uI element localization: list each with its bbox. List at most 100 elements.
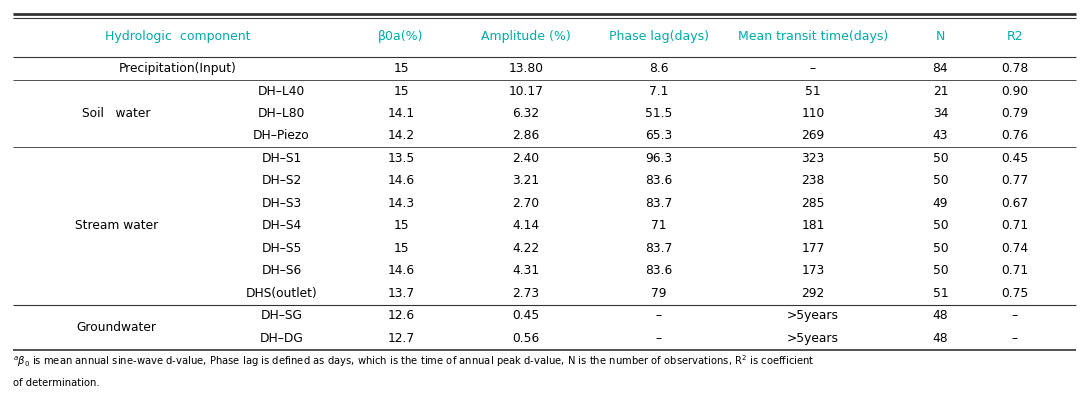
Text: 0.78: 0.78 (1001, 62, 1028, 75)
Text: 34: 34 (932, 107, 949, 120)
Text: 0.71: 0.71 (1001, 219, 1028, 232)
Text: 4.22: 4.22 (512, 242, 539, 255)
Text: 10.17: 10.17 (509, 85, 543, 98)
Text: –: – (810, 62, 816, 75)
Text: 43: 43 (932, 130, 949, 143)
Text: Soil   water: Soil water (83, 107, 151, 120)
Text: 12.6: 12.6 (388, 309, 415, 322)
Text: 0.79: 0.79 (1001, 107, 1028, 120)
Text: 96.3: 96.3 (645, 152, 672, 165)
Text: 0.67: 0.67 (1001, 197, 1028, 210)
Text: 323: 323 (802, 152, 824, 165)
Text: 83.7: 83.7 (645, 242, 672, 255)
Text: DH–S5: DH–S5 (261, 242, 302, 255)
Text: 4.14: 4.14 (512, 219, 539, 232)
Text: 2.40: 2.40 (512, 152, 539, 165)
Text: DHS(outlet): DHS(outlet) (245, 287, 317, 300)
Text: 50: 50 (932, 152, 949, 165)
Text: 84: 84 (932, 62, 949, 75)
Text: 238: 238 (802, 175, 824, 188)
Text: 51.5: 51.5 (645, 107, 672, 120)
Text: 0.56: 0.56 (512, 332, 539, 345)
Text: 8.6: 8.6 (649, 62, 669, 75)
Text: Mean transit time(days): Mean transit time(days) (737, 30, 888, 43)
Text: 51: 51 (805, 85, 821, 98)
Text: 50: 50 (932, 264, 949, 277)
Text: 14.3: 14.3 (388, 197, 415, 210)
Text: 3.21: 3.21 (512, 175, 539, 188)
Text: 0.71: 0.71 (1001, 264, 1028, 277)
Text: 83.7: 83.7 (645, 197, 672, 210)
Text: $^{a}$$\beta_0$ is mean annual sine-wave d-value, Phase lag is defined as days, : $^{a}$$\beta_0$ is mean annual sine-wave… (13, 354, 815, 369)
Text: 7.1: 7.1 (649, 85, 669, 98)
Text: DH–S1: DH–S1 (261, 152, 302, 165)
Text: 0.74: 0.74 (1001, 242, 1028, 255)
Text: 48: 48 (932, 309, 949, 322)
Text: DH–S3: DH–S3 (261, 197, 302, 210)
Text: DH–S6: DH–S6 (261, 264, 302, 277)
Text: 13.7: 13.7 (388, 287, 415, 300)
Text: R2: R2 (1006, 30, 1024, 43)
Text: 0.75: 0.75 (1001, 287, 1028, 300)
Text: 21: 21 (932, 85, 949, 98)
Text: 0.45: 0.45 (1001, 152, 1028, 165)
Text: β0a(%): β0a(%) (378, 30, 424, 43)
Text: 269: 269 (802, 130, 824, 143)
Text: 14.6: 14.6 (388, 175, 415, 188)
Text: 50: 50 (932, 242, 949, 255)
Text: 0.90: 0.90 (1001, 85, 1028, 98)
Text: 0.77: 0.77 (1001, 175, 1028, 188)
Text: DH–SG: DH–SG (260, 309, 303, 322)
Text: of determination.: of determination. (13, 378, 100, 388)
Text: 71: 71 (651, 219, 666, 232)
Text: Groundwater: Groundwater (76, 321, 157, 334)
Text: –: – (656, 309, 662, 322)
Text: 173: 173 (802, 264, 824, 277)
Text: 110: 110 (802, 107, 824, 120)
Text: >5years: >5years (787, 309, 839, 322)
Text: DH–S2: DH–S2 (261, 175, 302, 188)
Text: 15: 15 (393, 85, 408, 98)
Text: 83.6: 83.6 (645, 264, 672, 277)
Text: 2.70: 2.70 (512, 197, 539, 210)
Text: 13.5: 13.5 (388, 152, 415, 165)
Text: 50: 50 (932, 219, 949, 232)
Text: Amplitude (%): Amplitude (%) (481, 30, 571, 43)
Text: 49: 49 (932, 197, 949, 210)
Text: 15: 15 (393, 242, 408, 255)
Text: –: – (1012, 332, 1018, 345)
Text: DH–Piezo: DH–Piezo (253, 130, 309, 143)
Text: 83.6: 83.6 (645, 175, 672, 188)
Text: 50: 50 (932, 175, 949, 188)
Text: 48: 48 (932, 332, 949, 345)
Text: >5years: >5years (787, 332, 839, 345)
Text: 0.76: 0.76 (1001, 130, 1028, 143)
Text: 0.45: 0.45 (512, 309, 539, 322)
Text: Precipitation(Input): Precipitation(Input) (119, 62, 236, 75)
Text: 2.86: 2.86 (512, 130, 539, 143)
Text: 14.6: 14.6 (388, 264, 415, 277)
Text: N: N (935, 30, 945, 43)
Text: 15: 15 (393, 62, 408, 75)
Text: 181: 181 (802, 219, 824, 232)
Text: 4.31: 4.31 (512, 264, 539, 277)
Text: 13.80: 13.80 (509, 62, 543, 75)
Text: Hydrologic  component: Hydrologic component (105, 30, 250, 43)
Text: –: – (656, 332, 662, 345)
Text: 12.7: 12.7 (388, 332, 415, 345)
Text: 15: 15 (393, 219, 408, 232)
Text: 177: 177 (802, 242, 824, 255)
Text: DH–S4: DH–S4 (261, 219, 302, 232)
Text: 285: 285 (802, 197, 824, 210)
Text: DH–L80: DH–L80 (258, 107, 305, 120)
Text: 51: 51 (932, 287, 949, 300)
Text: –: – (1012, 309, 1018, 322)
Text: Phase lag(days): Phase lag(days) (609, 30, 709, 43)
Text: 6.32: 6.32 (512, 107, 539, 120)
Text: DH–L40: DH–L40 (258, 85, 305, 98)
Text: 79: 79 (651, 287, 666, 300)
Text: DH–DG: DH–DG (259, 332, 304, 345)
Text: 14.2: 14.2 (388, 130, 415, 143)
Text: 2.73: 2.73 (512, 287, 539, 300)
Text: 65.3: 65.3 (645, 130, 672, 143)
